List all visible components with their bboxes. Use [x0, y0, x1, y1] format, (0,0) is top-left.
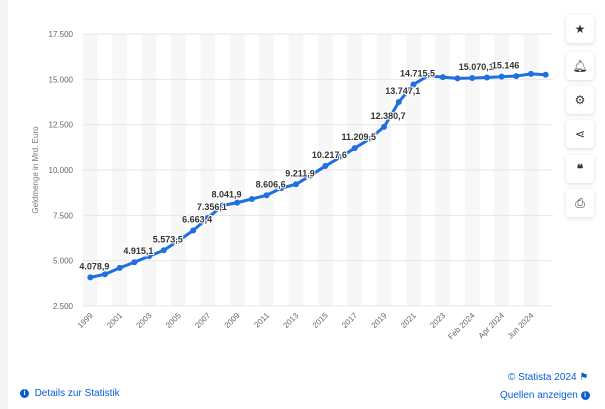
- data-point: [234, 199, 241, 206]
- data-label: 8.606,6: [256, 179, 286, 189]
- info-icon: i: [20, 388, 29, 398]
- data-label: 12.380,7: [371, 111, 406, 121]
- x-tick-label: 2023: [428, 311, 447, 330]
- data-point: [292, 181, 299, 188]
- y-tick-label: 7.500: [53, 211, 74, 220]
- data-point: [219, 202, 226, 209]
- y-axis-label: Geldmenge in Mrd. Euro: [31, 126, 40, 214]
- data-point: [454, 75, 461, 82]
- data-point: [160, 247, 167, 254]
- data-label: 11.209,5: [341, 132, 376, 142]
- favorite-button[interactable]: ★: [566, 15, 594, 43]
- share-icon: ⋖: [574, 127, 586, 141]
- data-point: [395, 99, 402, 106]
- data-point: [513, 73, 520, 80]
- x-tick-label: 2013: [281, 311, 300, 330]
- cite-button[interactable]: ❝: [566, 155, 594, 183]
- data-label: 9.211,9: [285, 168, 315, 178]
- data-label: 4.078,9: [79, 261, 109, 271]
- y-tick-label: 5.000: [53, 257, 74, 266]
- x-tick-label: 2019: [370, 311, 389, 330]
- y-tick-label: 15.000: [49, 75, 74, 84]
- notification-button[interactable]: 🔔︎: [566, 52, 594, 80]
- settings-button[interactable]: ⚙: [566, 86, 594, 114]
- data-point: [410, 81, 417, 88]
- data-point: [131, 259, 138, 266]
- x-tick-label: 2009: [223, 311, 242, 330]
- data-point: [116, 264, 123, 271]
- data-point: [248, 196, 255, 203]
- data-point: [190, 227, 197, 234]
- data-label: 15.146: [492, 61, 520, 71]
- data-point: [439, 74, 446, 81]
- info-icon: i: [580, 390, 590, 400]
- gear-icon: ⚙: [574, 93, 586, 107]
- bell-icon: 🔔︎: [572, 59, 588, 73]
- data-label: 6.663,4: [182, 215, 212, 225]
- x-tick-label: 2007: [193, 311, 212, 330]
- data-point: [337, 154, 344, 161]
- data-label: 15.070,1: [459, 62, 494, 72]
- data-label: 4.915,1: [123, 246, 153, 256]
- data-label: 10.217,6: [312, 150, 347, 160]
- sources-link[interactable]: Quellen anzeigen i: [500, 390, 590, 401]
- print-icon: ⎙: [575, 195, 585, 210]
- data-label: 7.356,1: [197, 202, 227, 212]
- data-point: [146, 253, 153, 260]
- data-point: [175, 237, 182, 244]
- flag-icon: ⚑: [579, 372, 589, 383]
- y-tick-label: 12.500: [49, 121, 74, 130]
- copyright-link[interactable]: © Statista 2024 ⚑: [508, 372, 588, 383]
- x-tick-label: 1999: [76, 311, 95, 330]
- details-label: Details zur Statistik: [34, 388, 120, 399]
- data-point: [381, 123, 388, 130]
- x-tick-label: 2005: [164, 311, 183, 330]
- data-label: 5.573,5: [153, 234, 183, 244]
- x-tick-label: 2003: [135, 311, 154, 330]
- quote-icon: ❝: [576, 162, 584, 176]
- x-tick-label: Feb 2024: [446, 311, 477, 342]
- data-label: 13.747,1: [385, 86, 420, 96]
- data-point: [498, 73, 505, 80]
- y-tick-label: 2.500: [53, 302, 74, 311]
- y-tick-label: 17.500: [49, 30, 74, 39]
- x-tick-label: 2011: [252, 311, 271, 330]
- data-point: [204, 214, 211, 221]
- data-point: [102, 271, 109, 278]
- data-point: [87, 274, 94, 281]
- data-point: [263, 192, 270, 199]
- x-tick-label: 2015: [311, 311, 330, 330]
- x-tick-label: Jun 2024: [506, 311, 536, 341]
- data-point: [278, 185, 285, 192]
- star-icon: ★: [574, 22, 586, 36]
- copyright-label: © Statista 2024: [508, 372, 577, 383]
- print-button[interactable]: ⎙: [566, 189, 594, 217]
- sources-label: Quellen anzeigen: [500, 390, 578, 401]
- share-button[interactable]: ⋖: [566, 120, 594, 148]
- data-point: [483, 74, 490, 81]
- data-point: [322, 163, 329, 170]
- data-point: [527, 70, 534, 77]
- x-tick-label: 2017: [340, 311, 359, 330]
- data-point: [307, 172, 314, 179]
- x-tick-label: 2001: [105, 311, 124, 330]
- data-point: [351, 145, 358, 152]
- x-tick-label: Apr 2024: [477, 311, 507, 341]
- data-label: 8.041,9: [212, 190, 242, 200]
- data-label: 14.715,5: [400, 68, 435, 78]
- data-point: [425, 72, 432, 79]
- x-tick-label: 2021: [399, 311, 418, 330]
- data-point: [366, 136, 373, 143]
- data-point: [469, 75, 476, 82]
- data-point: [542, 71, 549, 78]
- details-link[interactable]: i Details zur Statistik: [20, 388, 120, 399]
- y-tick-label: 10.000: [49, 166, 74, 175]
